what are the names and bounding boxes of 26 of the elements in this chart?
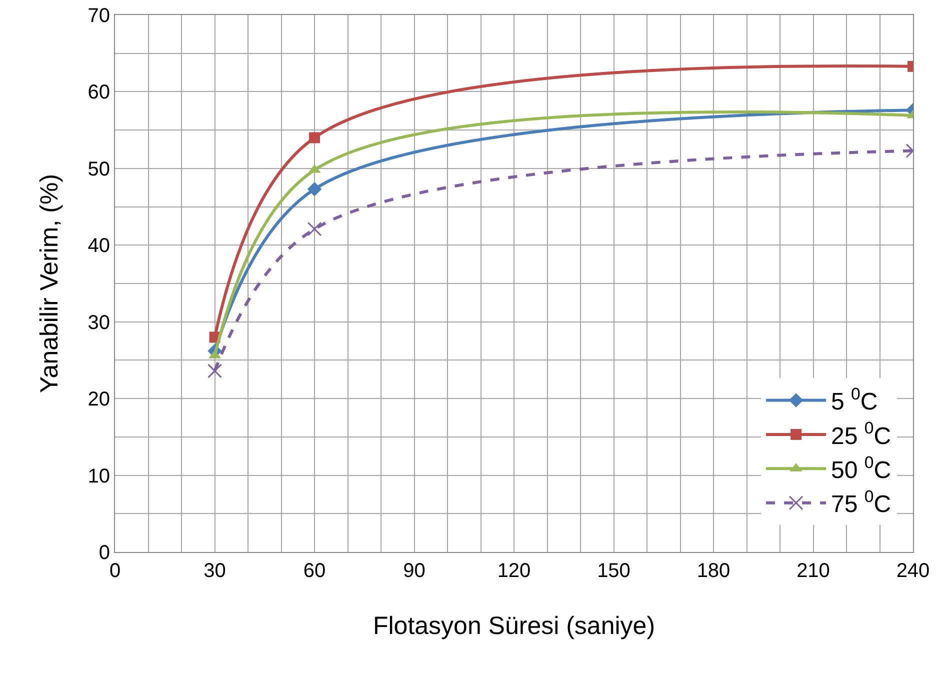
x-tick-label: 180: [696, 560, 730, 582]
x-tick-label: 90: [403, 560, 426, 582]
y-tick-label: 60: [88, 82, 110, 104]
x-tick-label: 210: [796, 560, 830, 582]
x-axis-title: Flotasyon Süresi (saniye): [372, 612, 656, 640]
x-tick-label: 120: [497, 560, 531, 582]
point: [309, 132, 320, 144]
x-tick-label: 240: [896, 560, 930, 582]
y-axis-title: Yanabilir Verim, (%): [36, 174, 64, 394]
y-tick-label: 20: [88, 388, 110, 411]
x-tick-label: 150: [597, 560, 630, 582]
legend-label: 5 $^{0}$C: [831, 384, 878, 416]
y-tick-label: 70: [88, 5, 110, 27]
legend-label: 50 $^{0}$C: [831, 452, 892, 484]
y-tick-label: 10: [88, 465, 110, 488]
y-tick-label: 40: [88, 235, 110, 258]
point: [208, 364, 222, 378]
y-tick-label: 0: [98, 542, 110, 564]
legend-label: 25 $^{0}$C: [831, 418, 892, 450]
y-tick-label: 50: [88, 158, 110, 180]
point: [307, 182, 322, 196]
point: [307, 222, 322, 236]
x-tick-label: 30: [204, 560, 226, 582]
x-tick-label: 60: [303, 560, 326, 582]
legend-label: 75 $^{0}$C: [831, 487, 892, 518]
y-tick-label: 30: [88, 312, 110, 334]
